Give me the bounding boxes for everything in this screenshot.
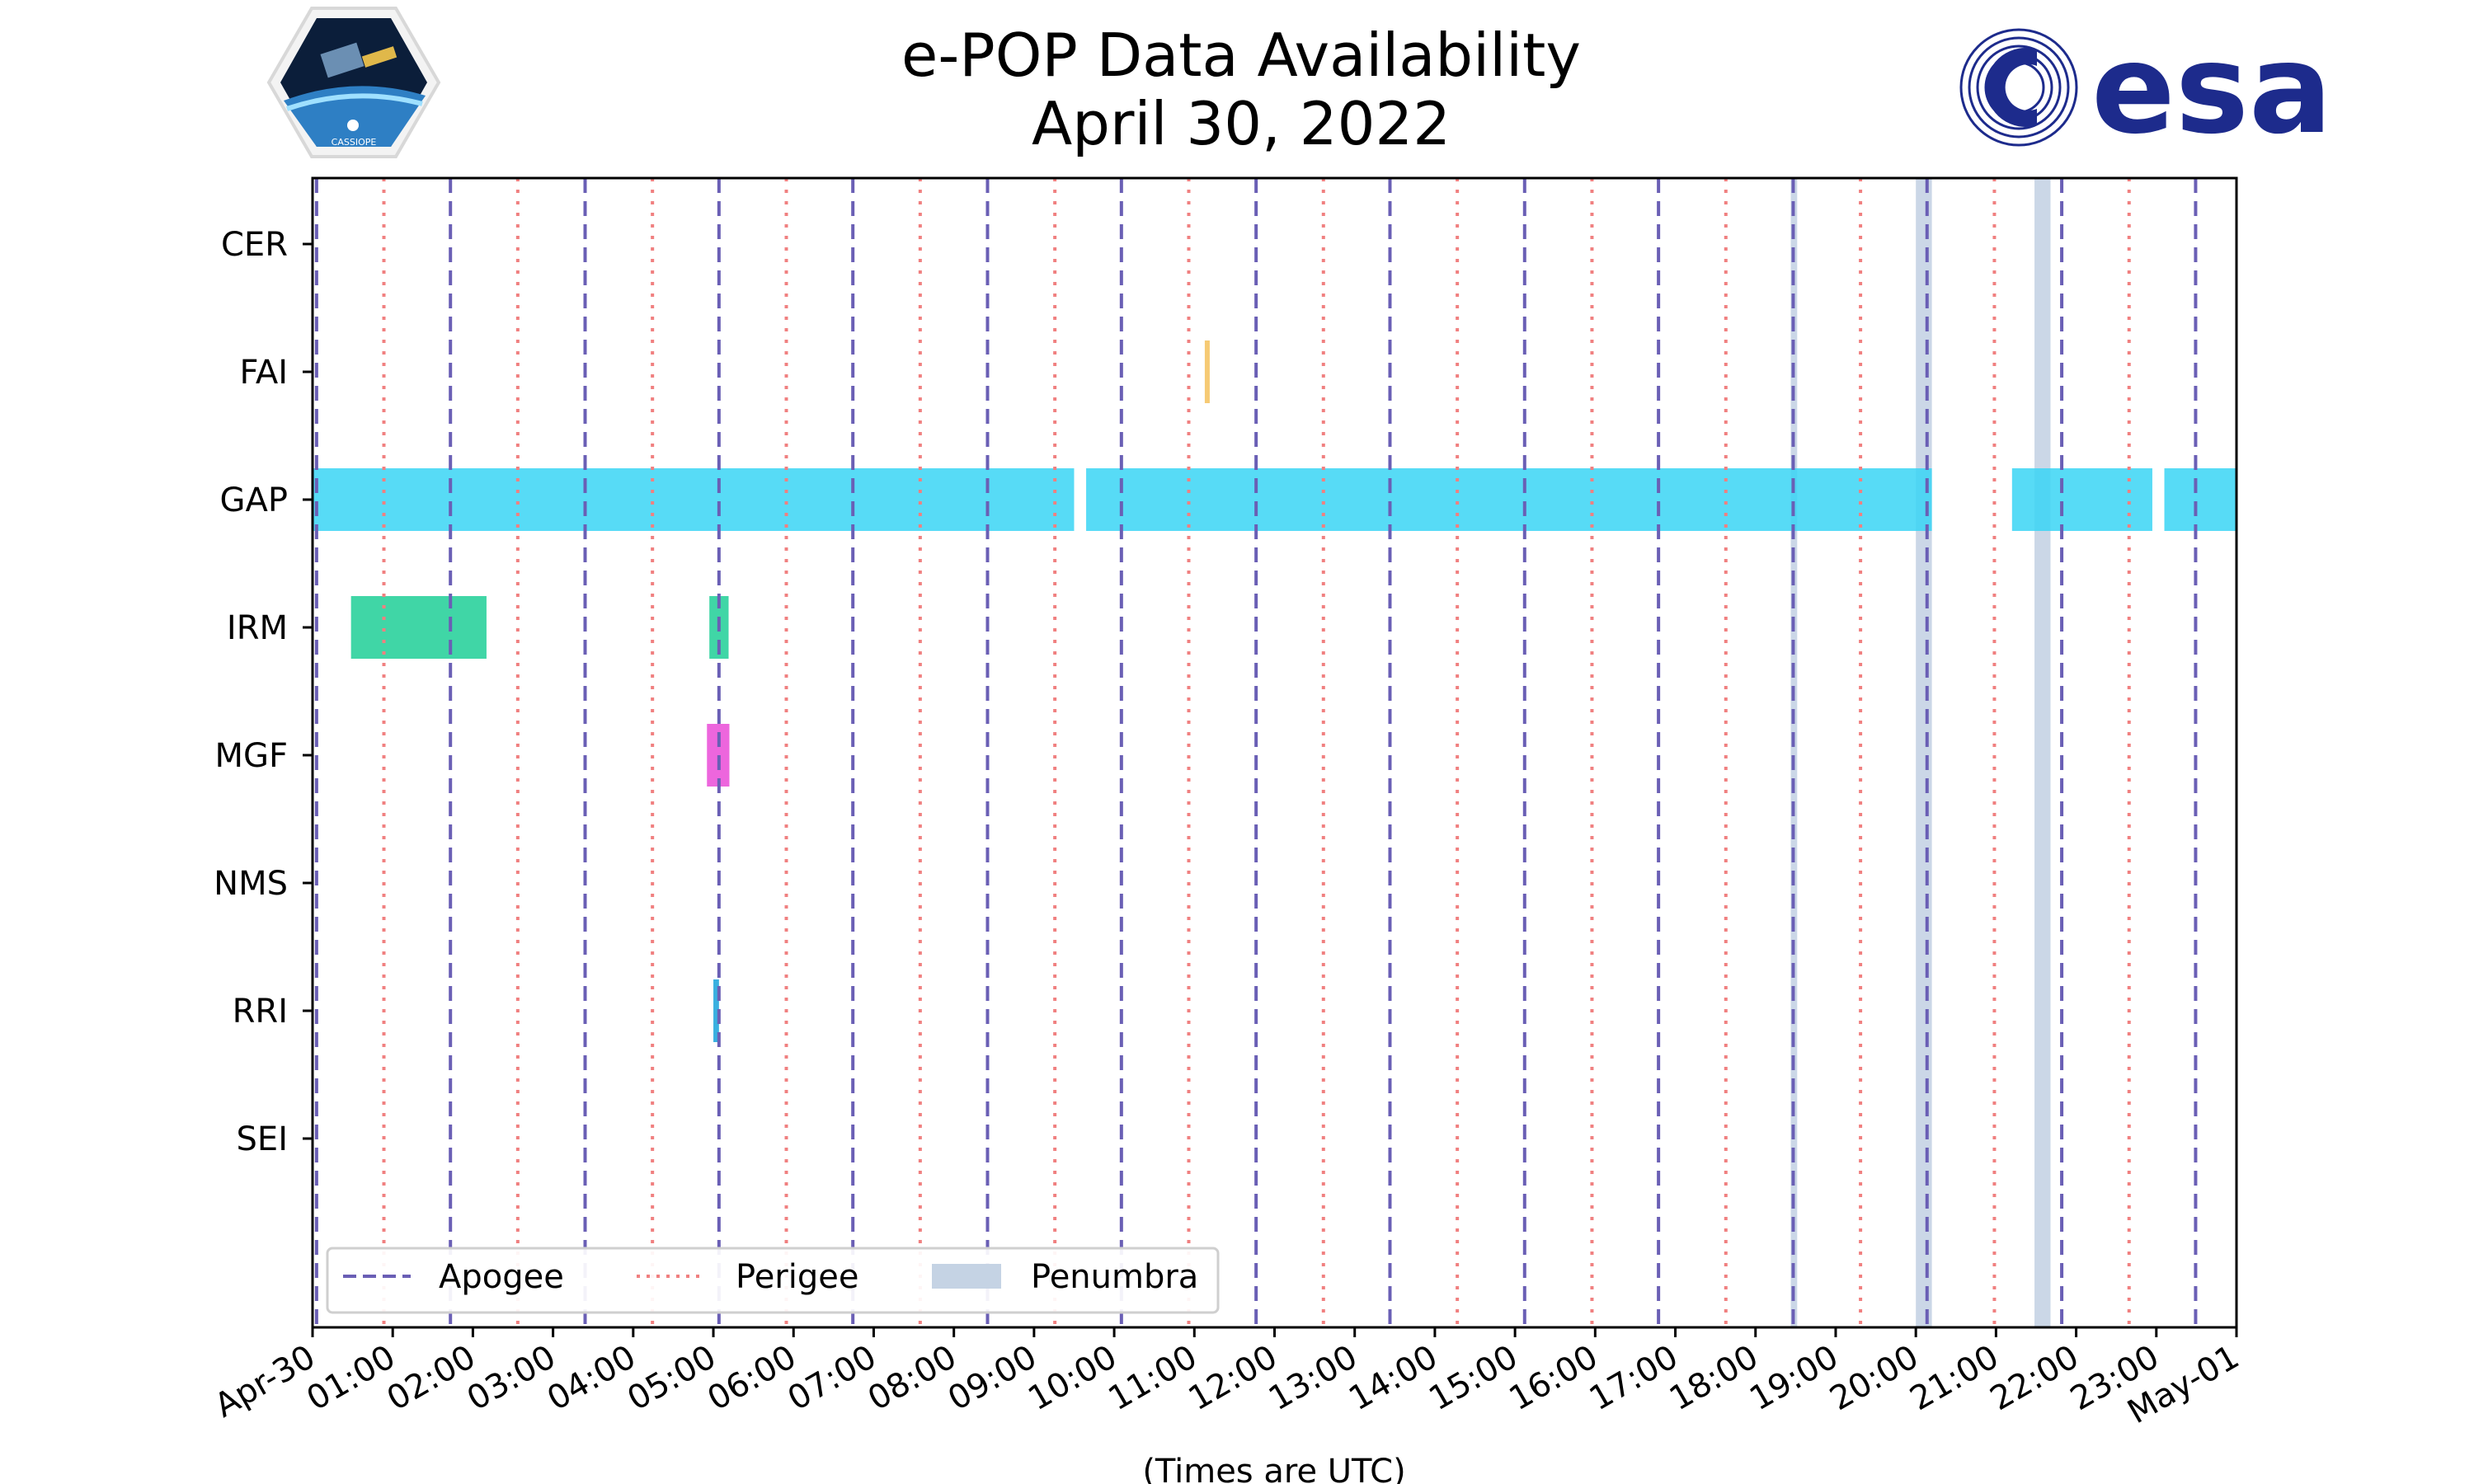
bar-gap-2: [1086, 468, 1932, 531]
bar-gap-4: [2164, 468, 2236, 531]
x-tick-label-7: 07:00: [782, 1338, 883, 1418]
chart-title: e-POP Data Availability: [901, 21, 1581, 90]
availability-bars: [313, 340, 2236, 1042]
x-tick-label-19: 19:00: [1743, 1338, 1845, 1418]
legend-penumbra-label: Penumbra: [1031, 1258, 1198, 1296]
y-tick-label-cer: CER: [221, 226, 288, 264]
x-tick-label-12: 12:00: [1183, 1338, 1284, 1418]
y-tick-label-rri: RRI: [233, 993, 288, 1031]
x-tick-label-21: 21:00: [1904, 1338, 2006, 1418]
y-tick-label-mgf: MGF: [214, 737, 288, 775]
y-tick-label-gap: GAP: [220, 481, 288, 519]
x-tick-label-10: 10:00: [1022, 1338, 1123, 1418]
legend: Apogee Perigee Penumbra: [326, 1247, 1220, 1314]
apogee-lines: [314, 178, 2198, 1327]
legend-penumbra-swatch: [932, 1264, 1001, 1289]
x-tick-label-0: Apr-30: [209, 1338, 322, 1425]
x-axis-label: (Times are UTC): [1142, 1453, 1405, 1484]
x-tick-label-3: 03:00: [461, 1338, 562, 1418]
x-tick-label-18: 18:00: [1663, 1338, 1765, 1418]
bar-gap-3: [2011, 468, 2152, 531]
x-tick-label-8: 08:00: [862, 1338, 963, 1418]
x-tick-label-22: 22:00: [1984, 1338, 2086, 1418]
legend-perigee-label: Perigee: [736, 1258, 858, 1296]
penumbra-bands: [1790, 178, 2051, 1327]
bar-fai-1: [1204, 340, 1210, 403]
y-tick-label-sei: SEI: [237, 1120, 288, 1158]
plot-area: [311, 176, 2238, 1329]
bar-rri-1: [713, 979, 719, 1042]
y-tick-label-irm: IRM: [227, 609, 288, 647]
y-tick-label-fai: FAI: [240, 354, 289, 392]
cassiope-logo-text: CASSIOPE: [332, 137, 377, 148]
x-tick-label-5: 05:00: [621, 1338, 722, 1418]
cassiope-logo: CASSIOPE: [266, 7, 441, 158]
x-tick-label-15: 15:00: [1423, 1338, 1524, 1418]
x-tick-label-13: 13:00: [1263, 1338, 1364, 1418]
x-tick-label-1: 01:00: [300, 1338, 402, 1418]
penumbra-band-3: [2034, 178, 2051, 1327]
x-tick-label-4: 04:00: [541, 1338, 642, 1418]
plot-frame: [311, 176, 2238, 1329]
chart-subtitle: April 30, 2022: [1032, 89, 1451, 158]
x-tick-label-14: 14:00: [1343, 1338, 1444, 1418]
bar-gap-1: [313, 468, 1075, 531]
x-tick-label-20: 20:00: [1823, 1338, 1925, 1418]
bar-irm-1: [350, 596, 487, 659]
x-tick-label-9: 09:00: [942, 1338, 1043, 1418]
y-axis: CER FAI GAP IRM MGF NMS RRI SEI: [214, 226, 313, 1158]
penumbra-band-1: [1790, 178, 1798, 1327]
esa-logo-mark: [1959, 28, 2078, 147]
x-tick-label-6: 06:00: [701, 1338, 802, 1418]
esa-logo-text: esa: [2091, 18, 2332, 162]
x-tick-label-2: 02:00: [381, 1338, 482, 1418]
x-tick-label-11: 11:00: [1102, 1338, 1203, 1418]
x-tick-label-16: 16:00: [1503, 1338, 1604, 1418]
x-axis: Apr-3001:0002:0003:0004:0005:0006:0007:0…: [209, 1327, 2246, 1431]
y-tick-label-nms: NMS: [214, 865, 288, 903]
esa-logo: esa: [1959, 18, 2332, 162]
legend-apogee-label: Apogee: [439, 1258, 564, 1296]
x-tick-label-17: 17:00: [1583, 1338, 1685, 1418]
penumbra-band-2: [1916, 178, 1932, 1327]
